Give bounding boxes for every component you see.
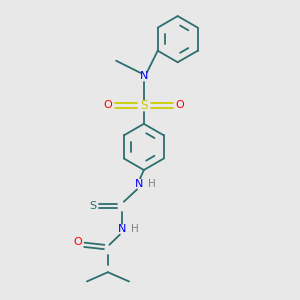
Text: N: N bbox=[134, 179, 143, 189]
Text: O: O bbox=[73, 237, 82, 248]
Text: H: H bbox=[148, 179, 155, 189]
Text: H: H bbox=[131, 224, 139, 234]
Text: N: N bbox=[118, 224, 127, 234]
Text: O: O bbox=[103, 100, 112, 110]
Text: S: S bbox=[140, 99, 148, 112]
Text: S: S bbox=[89, 201, 96, 211]
Text: O: O bbox=[176, 100, 184, 110]
Text: N: N bbox=[140, 71, 148, 81]
